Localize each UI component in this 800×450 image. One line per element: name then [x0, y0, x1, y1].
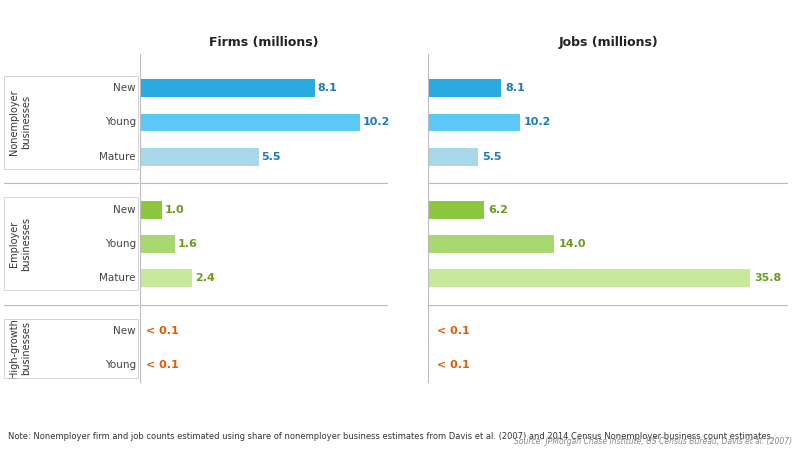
Text: 6.2: 6.2	[488, 205, 508, 215]
Text: 8.1: 8.1	[318, 83, 338, 93]
Bar	[140, 79, 314, 97]
Text: < 0.1: < 0.1	[437, 326, 470, 336]
Text: New: New	[114, 205, 136, 215]
Text: Mature: Mature	[99, 273, 136, 283]
Text: Young: Young	[105, 239, 136, 249]
Text: < 0.1: < 0.1	[146, 360, 179, 370]
Text: 5.5: 5.5	[262, 152, 281, 162]
Bar	[428, 269, 750, 287]
Text: Nonemployer
businesses: Nonemployer businesses	[9, 90, 31, 155]
Text: < 0.1: < 0.1	[437, 360, 470, 370]
Text: Mature: Mature	[99, 152, 136, 162]
Text: Source: JPMorgan Chase Institute, US Census Bureau, Davis et al. (2007): Source: JPMorgan Chase Institute, US Cen…	[514, 436, 792, 446]
Text: 35.8: 35.8	[754, 273, 782, 283]
Text: 8.1: 8.1	[506, 83, 525, 93]
Text: High-growth
businesses: High-growth businesses	[9, 318, 31, 378]
Text: 5.5: 5.5	[482, 152, 502, 162]
Text: Young: Young	[105, 117, 136, 127]
Bar	[140, 235, 174, 253]
Title: Firms (millions): Firms (millions)	[210, 36, 318, 49]
Bar	[140, 113, 360, 131]
Bar	[428, 113, 520, 131]
Bar	[428, 148, 478, 166]
Text: 1.6: 1.6	[178, 239, 198, 249]
Bar	[140, 148, 258, 166]
Text: New: New	[114, 83, 136, 93]
Text: Employer
businesses: Employer businesses	[9, 217, 31, 271]
Bar	[140, 201, 162, 219]
Text: < 0.1: < 0.1	[146, 326, 179, 336]
Title: Jobs (millions): Jobs (millions)	[558, 36, 658, 49]
Text: 10.2: 10.2	[363, 117, 390, 127]
Bar	[428, 201, 484, 219]
Bar	[140, 269, 192, 287]
Text: 10.2: 10.2	[524, 117, 551, 127]
Text: 14.0: 14.0	[558, 239, 586, 249]
Bar	[428, 235, 554, 253]
Bar	[428, 79, 501, 97]
Text: Note: Nonemployer firm and job counts estimated using share of nonemployer busin: Note: Nonemployer firm and job counts es…	[8, 432, 774, 441]
Text: 1.0: 1.0	[165, 205, 184, 215]
Text: New: New	[114, 326, 136, 336]
Text: 2.4: 2.4	[194, 273, 214, 283]
Text: Young: Young	[105, 360, 136, 370]
